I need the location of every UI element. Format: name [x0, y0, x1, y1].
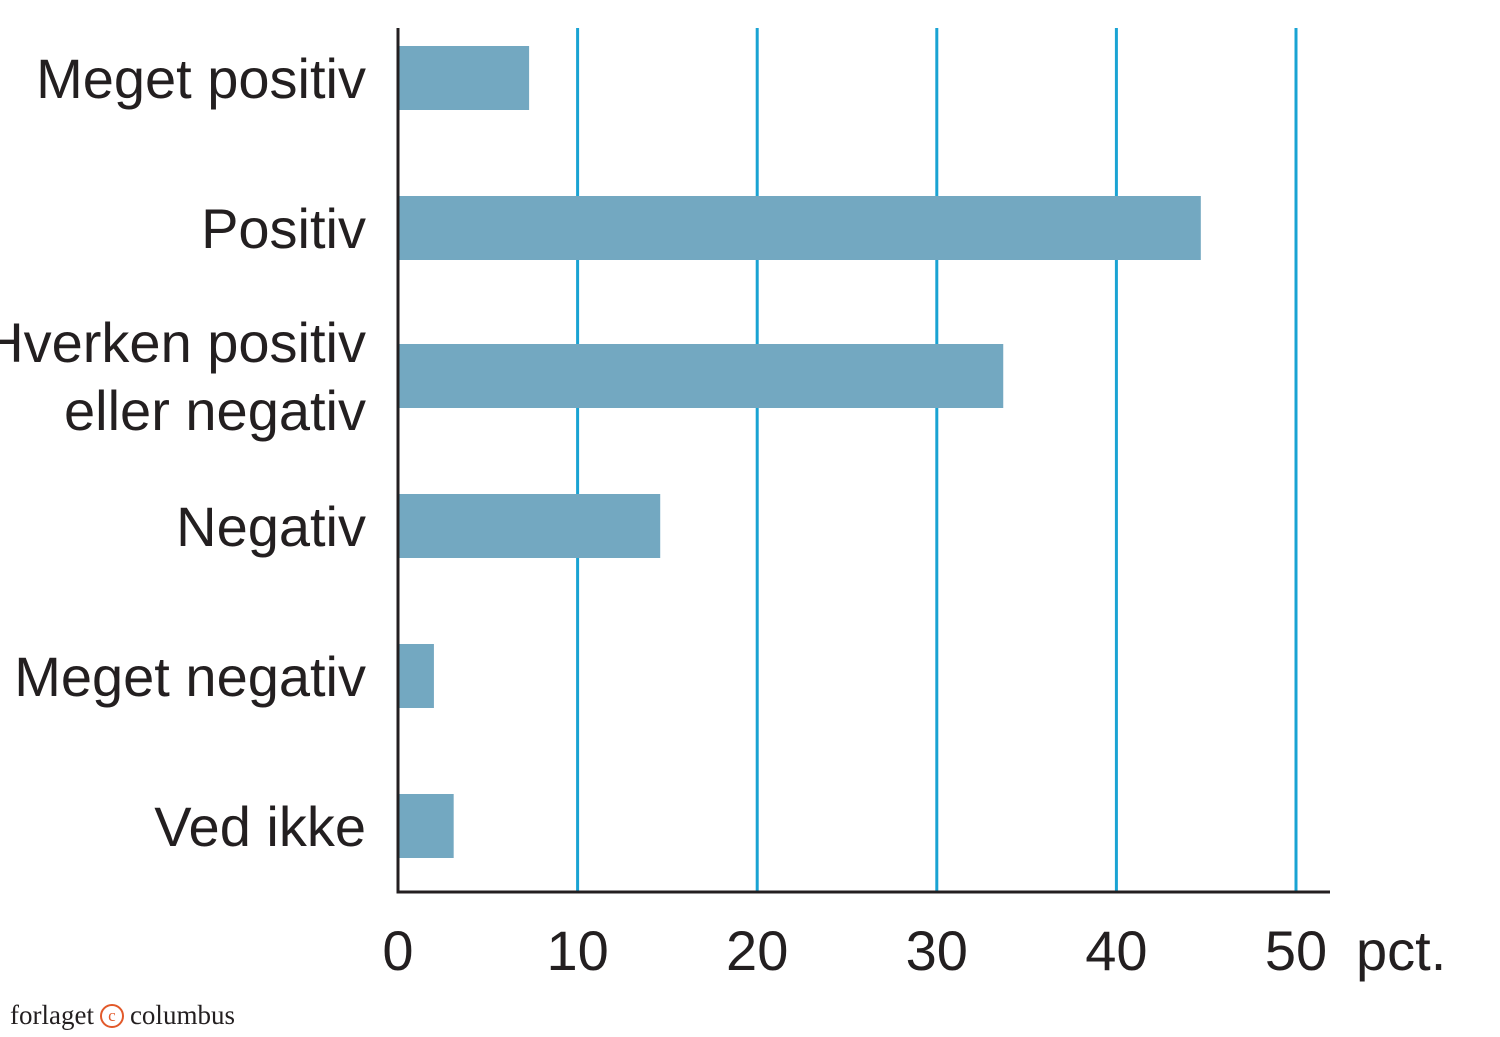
copyright-icon: c: [99, 1003, 124, 1028]
category-label: Hverken positiv: [0, 311, 366, 374]
x-tick-label: 0: [382, 919, 413, 982]
bar: [398, 46, 530, 110]
bar: [398, 644, 434, 708]
category-label: Meget positiv: [36, 47, 366, 110]
x-unit-label: pct.: [1356, 919, 1446, 982]
bar: [398, 494, 661, 558]
bar: [398, 794, 454, 858]
x-tick-labels: 0 10 20 30 40 50: [382, 919, 1327, 982]
category-label: Ved ikke: [154, 795, 366, 858]
bar: [398, 196, 1201, 260]
category-label: Positiv: [201, 197, 366, 260]
category-labels: Meget positiv Positiv Hverken positiveller…: [0, 47, 366, 858]
category-label: eller negativ: [64, 379, 366, 442]
x-tick-label: 10: [546, 919, 608, 982]
x-tick-label: 20: [726, 919, 788, 982]
x-tick-label: 50: [1265, 919, 1327, 982]
category-label: Negativ: [176, 495, 366, 558]
bar-chart: Meget positiv Positiv Hverken positiveller…: [0, 28, 1446, 982]
publisher-name-left: forlaget: [10, 1000, 94, 1030]
bar: [398, 344, 1004, 408]
x-tick-label: 40: [1085, 919, 1147, 982]
publisher-name-right: columbus: [129, 1000, 235, 1030]
x-tick-label: 30: [906, 919, 968, 982]
publisher-credit: forlaget c columbus: [10, 1000, 235, 1031]
category-label: Meget negativ: [14, 645, 366, 708]
bars: [398, 46, 1201, 858]
grid-lines: [576, 28, 1298, 892]
